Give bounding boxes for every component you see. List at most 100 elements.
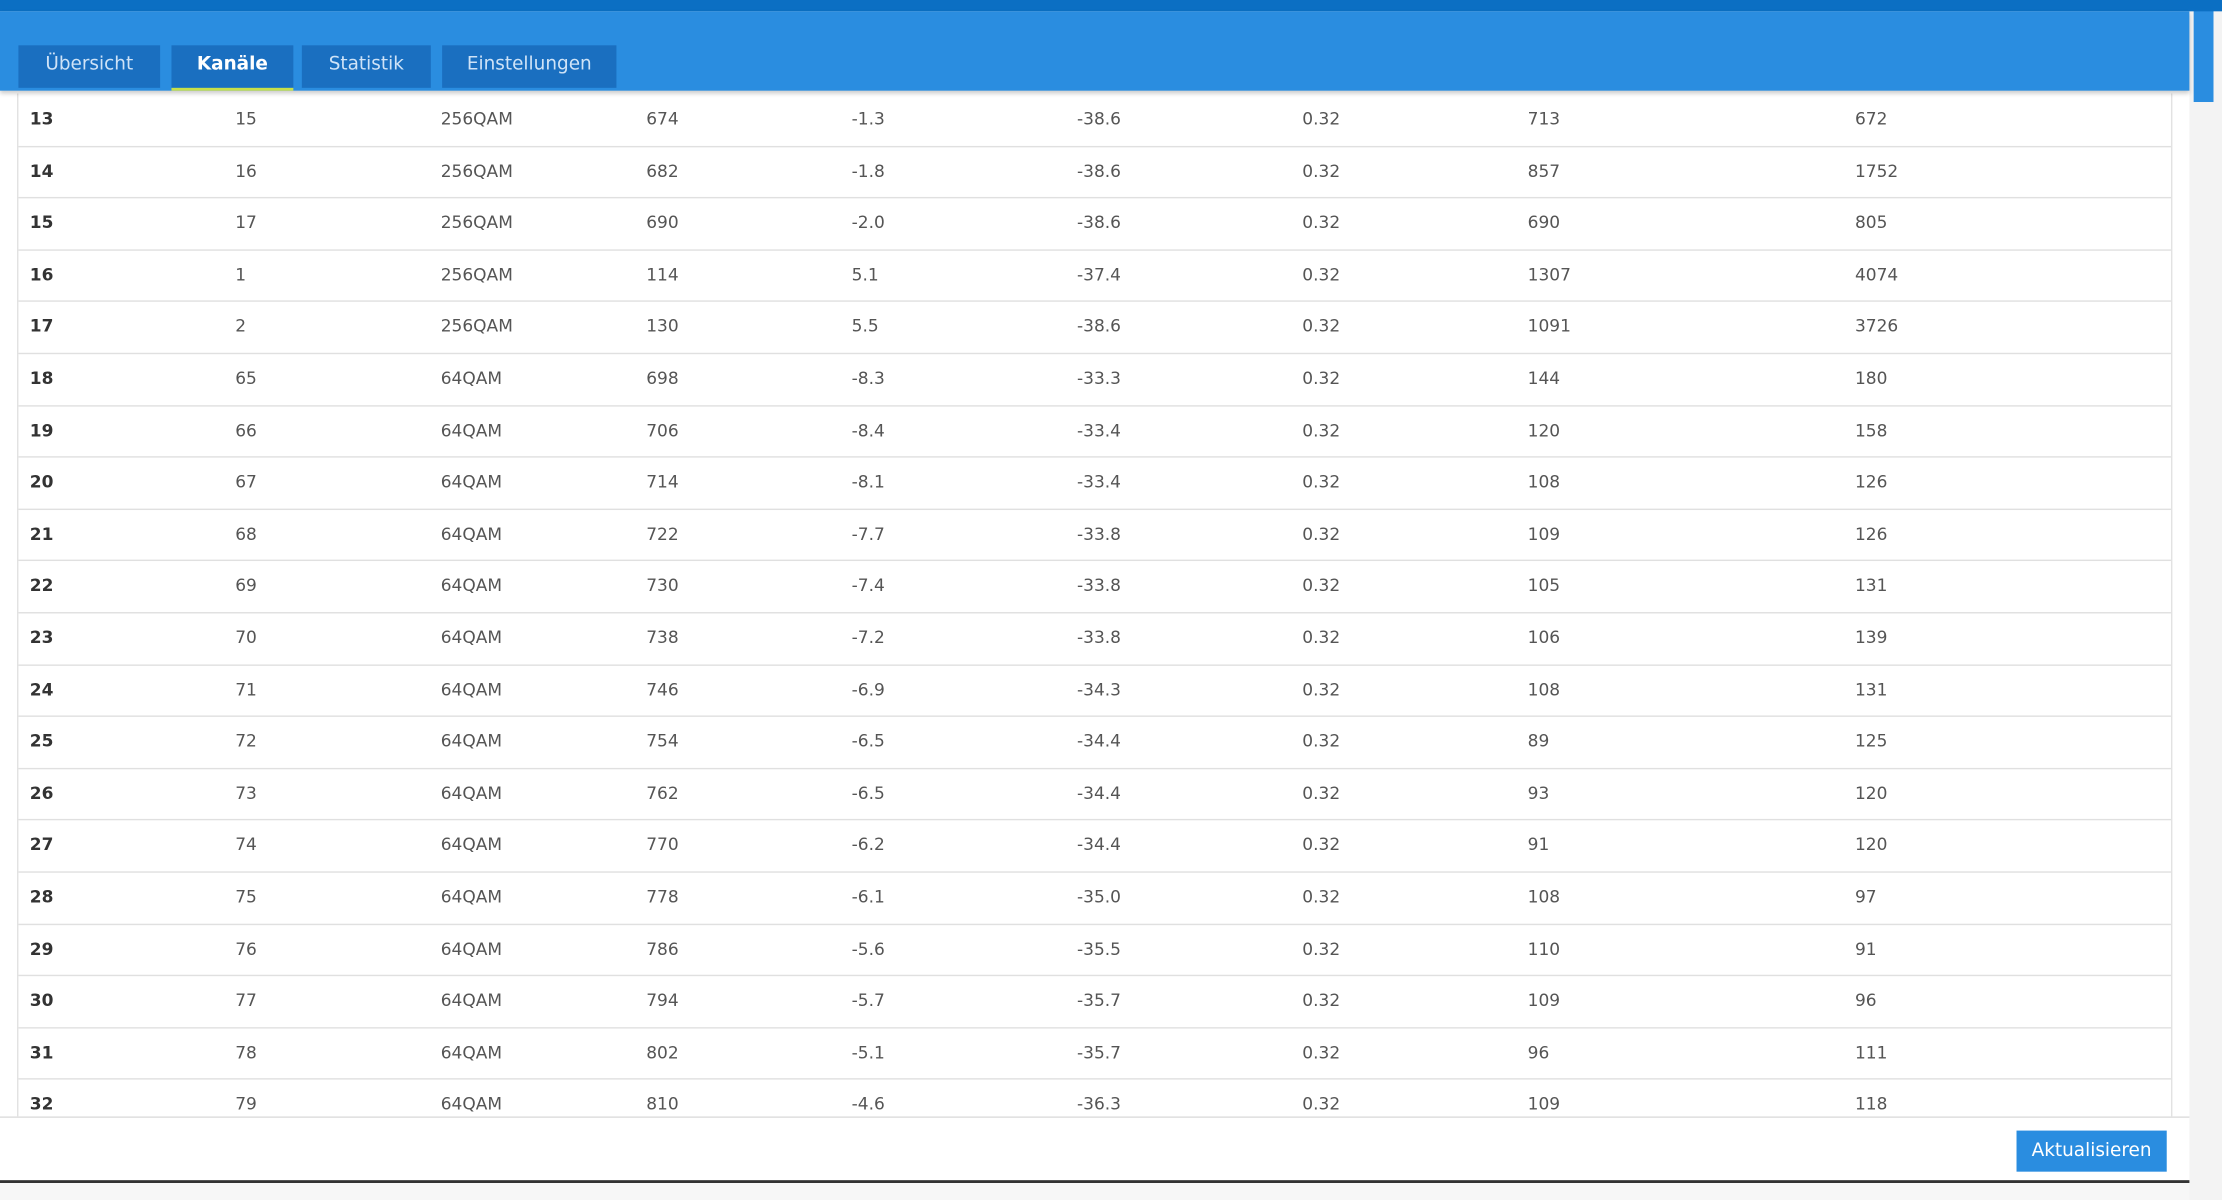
table-cell: 0.32	[1302, 212, 1341, 233]
table-cell: -1.8	[851, 160, 885, 181]
table-cell: -34.4	[1076, 783, 1122, 804]
table-cell: 109	[1527, 523, 1561, 544]
table-cell: 770	[646, 835, 679, 855]
table-row: 28 75 64QAM 778 -6.1 -35.0 0.32 108 97	[18, 871, 2171, 925]
table-cell: 21	[29, 523, 54, 544]
table-cell: 0.32	[1302, 160, 1341, 181]
table-cell: 1307	[1527, 264, 1571, 285]
table-cell: 754	[646, 731, 679, 752]
table-cell: -38.6	[1076, 160, 1122, 181]
table-cell: 17	[29, 316, 54, 337]
table-cell: 810	[646, 1094, 679, 1115]
table-cell: 106	[1527, 627, 1561, 648]
table-cell: 5.1	[851, 264, 879, 285]
table-cell: 18	[29, 368, 54, 389]
table-cell: -38.6	[1076, 212, 1122, 233]
table-cell: 1752	[1854, 160, 1899, 181]
table-cell: 65	[235, 368, 257, 389]
table-cell: 0.32	[1302, 368, 1341, 389]
table-cell: 738	[646, 627, 679, 648]
table-cell: 91	[1854, 938, 1877, 959]
table-cell: 110	[1527, 938, 1561, 959]
table-cell: -35.5	[1076, 938, 1122, 959]
table-cell: 96	[1527, 1042, 1550, 1063]
table-row: 30 77 64QAM 794 -5.7 -35.7 0.32 109 96	[18, 975, 2171, 1029]
table-cell: 27	[29, 835, 54, 855]
table-cell: 794	[646, 990, 679, 1011]
table-cell: 126	[1854, 472, 1888, 492]
background-content	[0, 1183, 2190, 1200]
table-row: 26 73 64QAM 762 -6.5 -34.4 0.32 93 120	[18, 768, 2171, 821]
table-cell: 31	[29, 1042, 54, 1063]
table-cell: 14	[29, 160, 54, 181]
table-cell: 131	[1854, 679, 1888, 700]
table-cell: -35.7	[1076, 1042, 1122, 1063]
table-cell: 120	[1854, 783, 1888, 804]
table-cell: 105	[1527, 575, 1561, 596]
tab[interactable]: Übersicht	[18, 45, 161, 88]
table-cell: 120	[1854, 835, 1888, 855]
table-cell: 15	[29, 212, 54, 233]
tab[interactable]: Kanäle	[171, 45, 294, 91]
table-cell: 0.32	[1302, 886, 1341, 907]
table-cell: 0.32	[1302, 316, 1341, 337]
refresh-button[interactable]: Aktualisieren	[2016, 1130, 2167, 1172]
table-cell: 109	[1527, 990, 1561, 1011]
table-cell: 26	[29, 783, 54, 804]
table-cell: -6.5	[851, 731, 885, 752]
table-cell: 19	[29, 420, 54, 441]
table-cell: 746	[646, 679, 679, 700]
table-cell: 3726	[1854, 316, 1899, 337]
table-row: 29 76 64QAM 786 -5.6 -35.5 0.32 110 91	[18, 923, 2171, 977]
table-cell: 25	[29, 731, 54, 752]
table-cell: -6.1	[851, 886, 885, 907]
table-row: 19 66 64QAM 706 -8.4 -33.4 0.32 120 158	[18, 405, 2171, 458]
table-cell: -38.6	[1076, 109, 1122, 129]
table-cell: 857	[1527, 160, 1561, 181]
table-cell: 13	[29, 109, 54, 129]
table-row: 24 71 64QAM 746 -6.9 -34.3 0.32 108 131	[18, 664, 2171, 718]
table-cell: 5.5	[851, 316, 879, 337]
table-cell: 23	[29, 627, 54, 648]
table-row: 13 15 256QAM 674 -1.3 -38.6 0.32 713 672	[18, 94, 2171, 147]
table-cell: 256QAM	[440, 212, 513, 233]
scrollbar-thumb[interactable]	[2193, 0, 2214, 103]
table-row: 17 2 256QAM 130 5.5 -38.6 0.32 1091 3726	[18, 301, 2171, 355]
table-cell: 28	[29, 886, 54, 907]
tab[interactable]: Einstellungen	[442, 45, 617, 88]
footer: Aktualisieren	[0, 1116, 2190, 1182]
table-cell: 78	[235, 1042, 257, 1063]
table-cell: -8.1	[851, 472, 885, 492]
table-row: 27 74 64QAM 770 -6.2 -34.4 0.32 91 120	[18, 819, 2171, 873]
table-cell: 1	[235, 264, 247, 285]
table-cell: 256QAM	[440, 316, 513, 337]
table-cell: -7.4	[851, 575, 885, 596]
table-cell: 0.32	[1302, 627, 1341, 648]
table-cell: 118	[1854, 1094, 1888, 1115]
table-cell: 72	[235, 731, 257, 752]
table-cell: 30	[29, 990, 54, 1011]
table-cell: 15	[235, 109, 257, 129]
top-bar	[0, 0, 2222, 12]
table-cell: -8.4	[851, 420, 885, 441]
table-cell: 0.32	[1302, 679, 1341, 700]
table-cell: 17	[235, 212, 257, 233]
table-cell: -33.8	[1076, 575, 1122, 596]
table-cell: 805	[1854, 212, 1888, 233]
table-cell: -35.7	[1076, 990, 1122, 1011]
table-cell: 70	[235, 627, 257, 648]
header: Übersicht Kanäle Statistik Einstellungen	[0, 11, 2190, 91]
table-cell: -33.8	[1076, 523, 1122, 544]
table-cell: 120	[1527, 420, 1561, 441]
table-cell: 0.32	[1302, 1094, 1341, 1115]
table-cell: 64QAM	[440, 731, 503, 752]
table-row: 20 67 64QAM 714 -8.1 -33.4 0.32 108 126	[18, 456, 2171, 510]
tab[interactable]: Statistik	[301, 45, 431, 88]
table-cell: 762	[646, 783, 679, 804]
table-cell: 0.32	[1302, 472, 1341, 492]
divider	[0, 1180, 2190, 1184]
table-cell: 66	[235, 420, 257, 441]
table-cell: 64QAM	[440, 1094, 503, 1115]
table-cell: 114	[646, 264, 679, 285]
